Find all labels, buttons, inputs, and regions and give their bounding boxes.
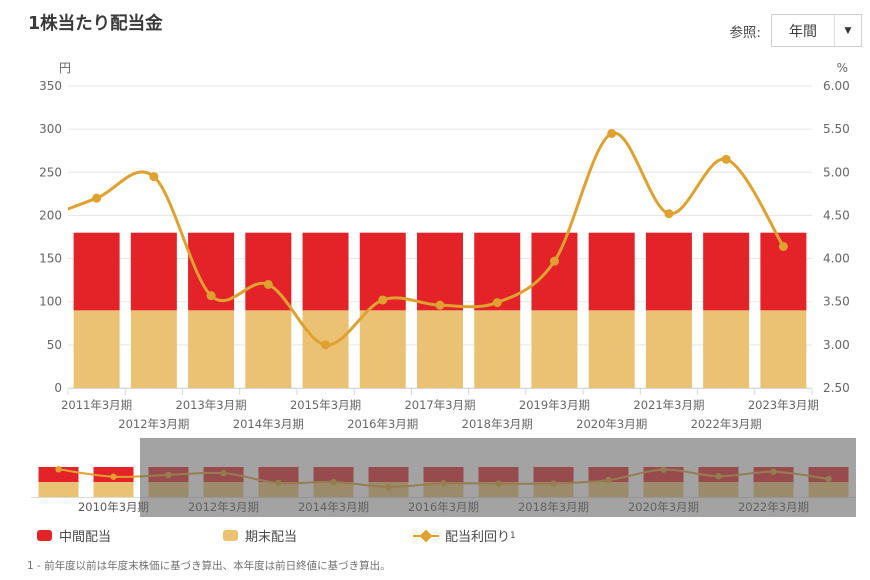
legend-footnote-ref: 1 [510, 530, 516, 541]
x-axis-label: 2017年3月期 [404, 398, 475, 412]
x-axis-label: 2023年3月期 [748, 398, 819, 412]
x-axis-label: 2014年3月期 [233, 417, 304, 431]
legend-label: 配当利回り [445, 530, 511, 545]
bar-yearend-dividend[interactable] [588, 310, 635, 388]
navigator-range-mask[interactable] [140, 438, 856, 517]
nav-axis-label: 2010年3月期 [78, 500, 149, 514]
x-axis-label: 2022年3月期 [691, 417, 762, 431]
yield-point[interactable] [206, 291, 216, 301]
left-axis-tick-label: 350 [39, 79, 62, 93]
bar-yearend-dividend[interactable] [531, 310, 578, 388]
yield-point[interactable] [149, 172, 159, 182]
yield-point[interactable] [607, 128, 617, 138]
legend-item-yield[interactable]: 配当利回り 1 [413, 526, 516, 545]
right-axis-tick-label: 6.00 [823, 79, 850, 93]
period-dropdown[interactable]: 年間 ▼ [771, 14, 862, 47]
legend-item-yearend[interactable]: 期末配当 [223, 526, 297, 545]
right-axis-tick-label: 5.00 [823, 165, 850, 179]
bar-interim-dividend[interactable] [703, 232, 750, 311]
legend-item-interim[interactable]: 中間配当 [37, 526, 111, 545]
yield-point[interactable] [321, 340, 331, 350]
left-axis-tick-label: 100 [39, 295, 62, 309]
right-axis-tick-label: 3.50 [823, 295, 850, 309]
bar-yearend-dividend[interactable] [760, 310, 807, 388]
x-axis-label: 2015年3月期 [290, 398, 361, 412]
nav-yield-point [55, 466, 62, 473]
left-axis-tick-label: 200 [39, 208, 62, 222]
footnote: 1 - 前年度以前は年度末株価に基づき算出、本年度は前日終値に基づき算出。 [27, 560, 391, 572]
bar-yearend-dividend[interactable] [645, 310, 692, 388]
period-dropdown-value[interactable]: 年間 [789, 23, 817, 40]
yield-point[interactable] [263, 279, 273, 289]
reference-selector: 参照: 年間 ▼ [729, 14, 862, 47]
yield-point[interactable] [378, 295, 388, 305]
right-axis-tick-label: 5.50 [823, 122, 850, 136]
x-axis-label: 2020年3月期 [576, 417, 647, 431]
right-axis-tick-label: 4.50 [823, 208, 850, 222]
bar-yearend-dividend[interactable] [359, 310, 406, 388]
yearend-swatch [223, 530, 238, 541]
yield-point[interactable] [721, 154, 731, 164]
right-axis-unit: % [837, 61, 848, 75]
x-axis-label: 2016年3月期 [347, 417, 418, 431]
nav-bar-yearend [93, 482, 134, 497]
right-axis-tick-label: 2.50 [823, 381, 850, 395]
x-axis-label: 2011年3月期 [61, 398, 132, 412]
yield-point[interactable] [549, 256, 559, 266]
yield-point[interactable] [778, 241, 788, 251]
bar-yearend-dividend[interactable] [188, 310, 235, 388]
bar-interim-dividend[interactable] [73, 232, 120, 311]
left-axis-unit: 円 [59, 61, 71, 75]
left-axis-tick-label: 250 [39, 165, 62, 179]
navigator[interactable]: 2010年3月期2012年3月期2014年3月期2016年3月期2018年3月期… [0, 435, 870, 525]
bar-yearend-dividend[interactable] [703, 310, 750, 388]
yield-point[interactable] [92, 193, 102, 203]
left-axis-tick-label: 0 [54, 381, 62, 395]
yield-point[interactable] [664, 209, 674, 219]
left-axis-tick-label: 50 [47, 338, 62, 352]
yield-point[interactable] [435, 300, 445, 310]
yield-line-group [68, 128, 788, 350]
bar-yearend-dividend[interactable] [474, 310, 521, 388]
chevron-down-icon[interactable]: ▼ [834, 15, 861, 46]
nav-bar-yearend [38, 482, 79, 497]
bar-yearend-dividend[interactable] [245, 310, 292, 388]
main-chart: 円 % 350 6.00 300 5.50 250 5.00 200 4.50 150 4.00 100… [39, 61, 850, 431]
page-title: 1株当たり配当金 [28, 14, 163, 34]
nav-yield-point [110, 473, 117, 480]
x-axis-label: 2018年3月期 [462, 417, 533, 431]
bar-interim-dividend[interactable] [130, 232, 177, 311]
bar-interim-dividend[interactable] [417, 232, 463, 311]
yield-line-marker-icon [413, 529, 439, 542]
legend: 中間配当 期末配当 配当利回り 1 [0, 526, 870, 550]
bar-interim-dividend[interactable] [302, 232, 349, 311]
bar-interim-dividend[interactable] [645, 232, 692, 311]
bar-interim-dividend[interactable] [531, 232, 578, 311]
bar-yearend-dividend[interactable] [73, 310, 120, 388]
left-axis-tick-label: 300 [39, 122, 62, 136]
right-axis-tick-label: 3.00 [823, 338, 850, 352]
bar-interim-dividend[interactable] [588, 232, 635, 311]
bar-yearend-dividend[interactable] [417, 310, 463, 388]
interim-swatch [37, 530, 52, 541]
x-axis-label: 2012年3月期 [118, 417, 189, 431]
bar-yearend-dividend[interactable] [130, 310, 177, 388]
right-axis-tick-label: 4.00 [823, 252, 850, 266]
x-axis-label: 2019年3月期 [519, 398, 590, 412]
yield-point[interactable] [492, 298, 502, 308]
left-axis-tick-label: 150 [39, 252, 62, 266]
reference-label: 参照: [729, 24, 761, 41]
x-axis-label: 2021年3月期 [633, 398, 704, 412]
x-axis-label: 2013年3月期 [176, 398, 247, 412]
legend-label: 中間配当 [59, 530, 112, 545]
legend-label: 期末配当 [245, 530, 298, 545]
